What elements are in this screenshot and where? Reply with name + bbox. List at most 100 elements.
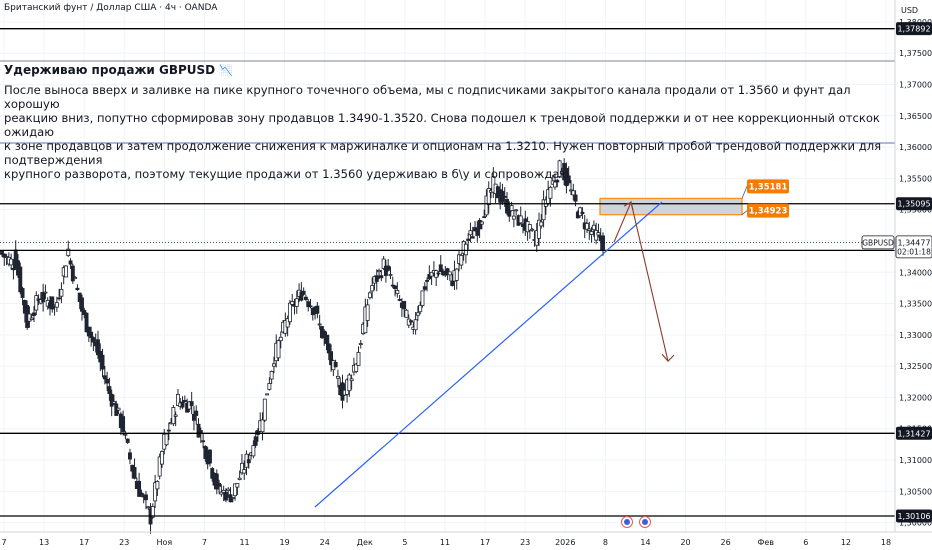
level-price-tag bbox=[896, 22, 932, 36]
seller-zone-rect[interactable] bbox=[599, 197, 743, 216]
candle bbox=[50, 296, 55, 310]
price-tick-label: 1,35500 bbox=[899, 174, 932, 183]
horizontal-levels[interactable] bbox=[0, 28, 895, 517]
candle bbox=[555, 179, 560, 183]
idea-title: Удерживаю продажи GBPUSD 📉 bbox=[4, 63, 894, 77]
candle bbox=[370, 285, 375, 292]
candle bbox=[237, 477, 242, 480]
trend-support-line[interactable] bbox=[314, 201, 663, 508]
time-tick-label: 2026 bbox=[555, 538, 575, 547]
candle bbox=[176, 394, 180, 406]
candle bbox=[2, 253, 7, 258]
level-price-tag bbox=[896, 426, 932, 440]
candle bbox=[459, 255, 464, 266]
candle bbox=[580, 211, 585, 215]
idea-line: крупного разворота, поэтому текущие прод… bbox=[4, 167, 570, 181]
candle bbox=[507, 206, 512, 217]
candle bbox=[128, 452, 132, 460]
candle bbox=[571, 190, 576, 196]
time-tick-label: 11 bbox=[239, 538, 249, 547]
candle bbox=[219, 491, 224, 495]
candle bbox=[107, 386, 112, 395]
candle bbox=[18, 266, 23, 293]
price-axis[interactable]: 1,300001,305001,310001,315001,320001,325… bbox=[899, 6, 932, 528]
candle bbox=[121, 416, 126, 432]
time-tick-label: 18 bbox=[881, 538, 891, 547]
candle bbox=[27, 313, 32, 322]
candle bbox=[537, 219, 541, 239]
candle bbox=[166, 429, 171, 432]
candle bbox=[315, 305, 320, 314]
candle bbox=[255, 430, 260, 435]
currency-label: USD bbox=[901, 6, 918, 15]
candle bbox=[418, 304, 423, 313]
candle bbox=[301, 290, 306, 295]
candle bbox=[194, 410, 199, 416]
candle bbox=[214, 473, 219, 490]
idea-body: После выноса вверх и заливке на пике кру… bbox=[4, 83, 894, 181]
zone-price-label-box[interactable] bbox=[747, 179, 789, 194]
candle bbox=[201, 440, 206, 443]
candle bbox=[468, 230, 473, 236]
candle bbox=[530, 228, 535, 231]
candle bbox=[89, 331, 94, 338]
candle bbox=[566, 175, 571, 184]
candle bbox=[374, 275, 379, 282]
candle bbox=[475, 228, 480, 236]
candle bbox=[557, 160, 562, 177]
candle bbox=[502, 195, 507, 198]
time-tick-label: 5 bbox=[402, 538, 407, 547]
candle bbox=[386, 265, 391, 271]
candle bbox=[278, 336, 283, 342]
candle bbox=[436, 272, 441, 275]
candle bbox=[404, 309, 409, 318]
price-tick-label: 1,33000 bbox=[899, 331, 932, 340]
candle bbox=[596, 232, 601, 236]
price-tags: 1,378921,350951,343501,314271,30106GBPUS… bbox=[741, 22, 932, 523]
candle bbox=[447, 271, 452, 276]
candle bbox=[77, 292, 82, 302]
candle bbox=[267, 383, 272, 390]
candle bbox=[41, 291, 46, 303]
candle bbox=[132, 467, 137, 479]
candle bbox=[482, 216, 487, 219]
candle bbox=[397, 299, 402, 301]
candle bbox=[221, 489, 226, 493]
time-tick-label: 23 bbox=[520, 538, 530, 547]
candle bbox=[509, 205, 514, 211]
candle bbox=[287, 302, 292, 323]
candle bbox=[150, 506, 155, 518]
candle bbox=[146, 506, 151, 509]
seller-zone bbox=[599, 197, 743, 216]
candle bbox=[308, 305, 313, 308]
candle bbox=[585, 223, 589, 230]
time-tick-label: 13 bbox=[39, 538, 49, 547]
candle bbox=[157, 456, 162, 477]
chart-decreasing-icon: 📉 bbox=[219, 64, 233, 77]
drawings[interactable] bbox=[314, 200, 675, 508]
candle bbox=[43, 291, 48, 294]
us-flag-event-icon-dot bbox=[642, 519, 648, 525]
time-tick-label: 19 bbox=[280, 538, 290, 547]
price-tick-label: 1,37500 bbox=[899, 49, 932, 58]
candle bbox=[105, 378, 110, 384]
level-price-tag bbox=[896, 197, 932, 211]
time-tick-label: 20 bbox=[680, 538, 690, 547]
zone-price-label-box[interactable] bbox=[747, 203, 789, 218]
candle bbox=[29, 317, 34, 320]
candle bbox=[20, 287, 25, 298]
candle bbox=[70, 265, 75, 282]
candle bbox=[505, 199, 509, 214]
level-price-label: 1,37892 bbox=[897, 25, 930, 34]
projection-path[interactable] bbox=[613, 200, 669, 362]
candle bbox=[548, 186, 553, 199]
candle bbox=[486, 188, 491, 206]
candle bbox=[422, 286, 427, 290]
candle bbox=[75, 287, 80, 291]
candle bbox=[208, 449, 212, 464]
economic-events[interactable] bbox=[621, 516, 651, 528]
candle bbox=[591, 224, 596, 231]
current-price-label: 1,34477 bbox=[897, 238, 930, 247]
time-axis[interactable]: 7 13 17 23 Ноя 7 11 19 24 Дек 5 11 17 23 2026 8 14 20 26 Фе… bbox=[1, 538, 891, 547]
